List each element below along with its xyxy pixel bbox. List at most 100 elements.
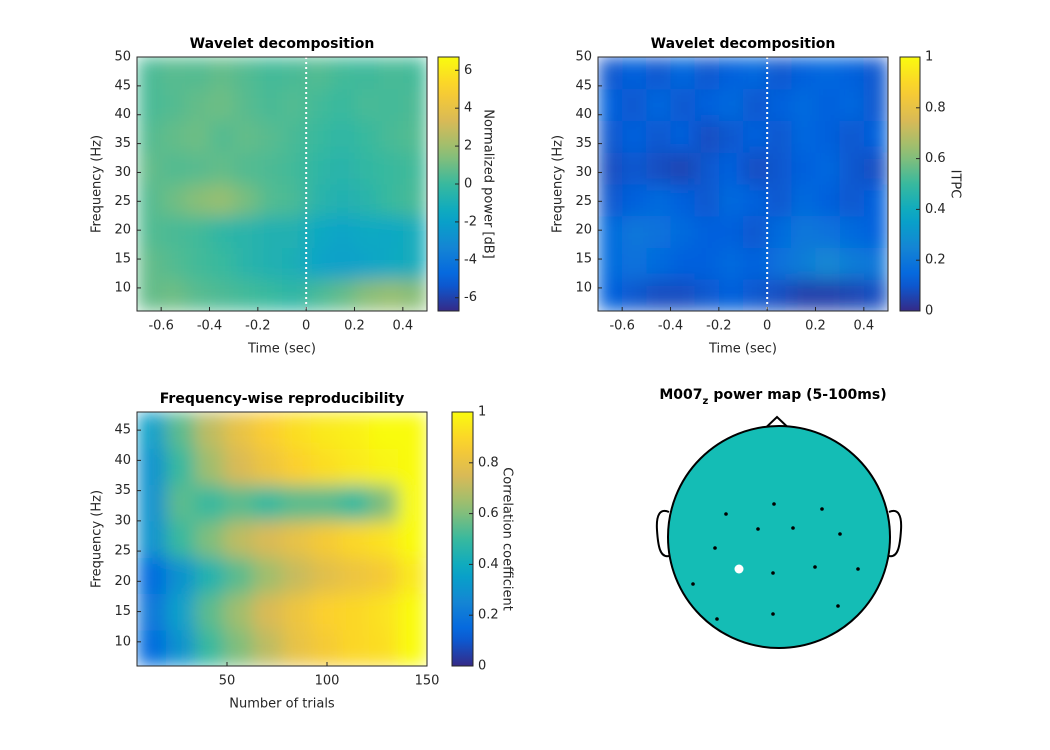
heatmap-cell xyxy=(670,120,696,153)
axes-box xyxy=(136,411,428,667)
y-tick-label: 35 xyxy=(114,483,131,498)
heatmap-cell xyxy=(863,120,889,153)
heatmap-cell xyxy=(330,88,355,121)
heatmap-cell xyxy=(311,593,341,631)
heatmap-cell xyxy=(195,448,225,486)
heatmap-cell xyxy=(718,215,744,248)
colorbar-tick-label: 0 xyxy=(464,177,472,192)
heatmap-cell xyxy=(306,215,331,248)
colorbar xyxy=(451,411,474,667)
heatmap-cell xyxy=(282,88,307,121)
x-tick-label: 0.4 xyxy=(853,319,874,334)
heatmap-cell xyxy=(378,215,404,248)
heatmap-cell xyxy=(282,412,312,449)
y-tick-label: 10 xyxy=(114,280,131,295)
axes-box xyxy=(136,56,428,312)
heatmap-cell xyxy=(209,247,235,280)
heatmap-cell xyxy=(694,184,720,217)
colorbar xyxy=(899,56,921,312)
heatmap-cell xyxy=(369,412,399,449)
heatmap-cell xyxy=(224,629,254,667)
title-suffix: power map (5-100ms) xyxy=(713,387,886,403)
heatmap-cell xyxy=(137,629,167,667)
heatmap-cell xyxy=(166,484,196,522)
heatmap-cell xyxy=(257,215,283,248)
heatmap-cell xyxy=(354,57,380,90)
heatmap-cell xyxy=(670,247,696,280)
heatmap-cell xyxy=(311,629,341,667)
heatmap-cell xyxy=(330,57,355,90)
y-tick-label: 45 xyxy=(114,78,131,93)
heatmap-cell xyxy=(233,247,259,280)
heatmap-cell xyxy=(185,184,210,217)
heatmap-cell xyxy=(670,215,696,248)
heatmap-cell xyxy=(718,184,744,217)
heatmap-cell xyxy=(402,247,428,280)
heatmap-cell xyxy=(137,152,162,185)
heatmap-cell xyxy=(185,279,210,312)
heatmap-cell xyxy=(166,629,196,667)
heatmap-cell xyxy=(185,88,210,121)
heatmap-cell xyxy=(137,484,167,522)
heatmap-cell xyxy=(791,279,816,312)
heatmap-cell xyxy=(839,279,865,312)
heatmap-cell xyxy=(253,593,283,631)
heatmap-cell xyxy=(369,520,399,558)
heatmap-cell xyxy=(369,593,399,631)
heatmap-cell xyxy=(340,593,370,631)
y-tick-label: 25 xyxy=(575,194,592,209)
colorbar-tick-label: 0.6 xyxy=(478,506,499,521)
heatmap-cell xyxy=(598,152,623,185)
heatmap-cell xyxy=(378,279,404,312)
heatmap-cell xyxy=(743,88,768,121)
chart-title: Wavelet decomposition xyxy=(651,36,836,52)
heatmap-cell xyxy=(402,120,428,153)
heatmap-cell xyxy=(694,57,720,90)
heatmap-cell xyxy=(166,448,196,486)
heatmap-cell xyxy=(815,120,841,153)
heatmap-cell xyxy=(195,629,225,667)
colorbar-tick-label: 4 xyxy=(464,101,472,116)
heatmap-cell xyxy=(767,279,792,312)
heatmap-cell xyxy=(137,557,167,594)
sensor xyxy=(756,527,760,531)
chart-title: Frequency-wise reproducibility xyxy=(160,391,404,407)
heatmap-cell xyxy=(233,120,259,153)
heatmap-cell xyxy=(282,152,307,185)
heatmap-cell xyxy=(233,88,259,121)
heatmap-cell xyxy=(340,448,370,486)
heatmap-cell xyxy=(402,152,428,185)
heatmap-cell xyxy=(330,247,355,280)
x-axis-label: Number of trials xyxy=(229,697,335,712)
heatmap-cell xyxy=(767,184,792,217)
heatmap-cell xyxy=(282,629,312,667)
heatmap-cell xyxy=(622,247,647,280)
title-main: M007 xyxy=(659,387,702,403)
heatmap-cell xyxy=(402,215,428,248)
heatmap-cell xyxy=(185,215,210,248)
heatmap-panel: -0.6 -0.4 -0.2 0 0.2 0.4101520253035404550Wav… xyxy=(90,36,496,357)
heatmap-cell xyxy=(137,120,162,153)
sensor xyxy=(813,565,817,569)
heatmap-cell xyxy=(622,57,647,90)
heatmap-cell xyxy=(185,247,210,280)
scalp xyxy=(667,425,891,649)
heatmap-cell xyxy=(253,557,283,594)
heatmap-cell xyxy=(402,184,428,217)
heatmap-cell xyxy=(354,120,380,153)
x-tick-label: 0 xyxy=(302,319,310,334)
y-tick-label: 30 xyxy=(114,165,131,180)
heatmap-cell xyxy=(137,279,162,312)
heatmap-cell xyxy=(161,152,186,185)
heatmap-cell xyxy=(402,88,428,121)
y-tick-label: 25 xyxy=(114,194,131,209)
heatmap-cell xyxy=(398,412,428,449)
heatmap-cell xyxy=(694,215,720,248)
heatmap-cell xyxy=(354,88,380,121)
heatmap-cell xyxy=(598,184,623,217)
chart-title: Wavelet decomposition xyxy=(190,36,375,52)
heatmap-cell xyxy=(815,57,841,90)
heatmap-cell xyxy=(815,247,841,280)
heatmap-cell xyxy=(253,448,283,486)
heatmap-cell xyxy=(402,57,428,90)
